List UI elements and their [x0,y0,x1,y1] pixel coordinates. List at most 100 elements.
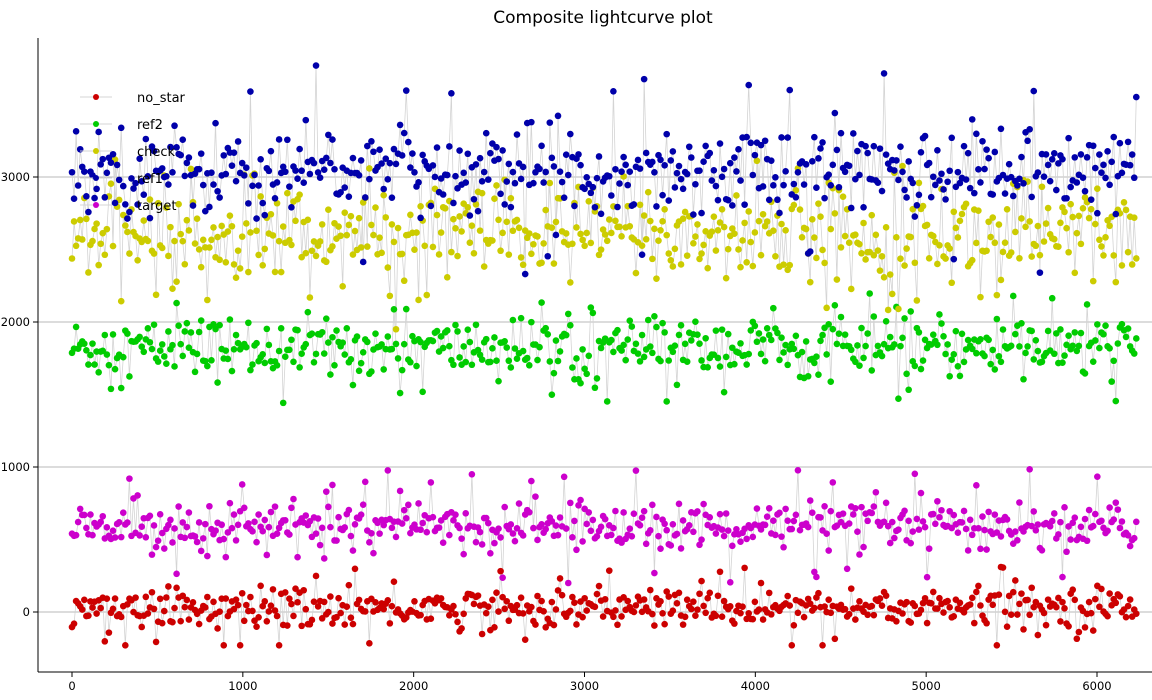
data-point-check [1034,222,1042,230]
data-point-target [991,511,999,518]
data-point-ref2 [1057,326,1064,333]
data-point-check [195,246,203,253]
data-point-no_star [651,622,658,629]
data-point-ref1 [564,171,572,179]
data-point-check [595,251,603,259]
data-point-ref2 [585,352,593,360]
data-point-target [263,551,271,559]
data-point-target [476,528,484,536]
data-point-check [616,223,623,231]
data-point-check [158,244,166,252]
data-point-no_star [528,603,535,611]
data-point-check [173,278,180,285]
data-point-ref1 [665,197,673,204]
data-point-no_star [605,567,613,574]
data-point-no_star [460,610,467,618]
data-point-check [72,242,80,250]
data-point-ref1 [772,174,779,181]
data-point-target [950,511,958,519]
data-point-ref2 [905,386,912,394]
data-point-no_star [185,616,193,623]
data-point-no_star [308,616,316,624]
data-point-no_star [1061,605,1068,612]
data-point-check [302,249,310,257]
data-point-target [452,511,459,518]
data-point-ref1 [962,176,970,183]
data-point-no_star [132,594,139,601]
data-point-ref2 [874,342,882,350]
data-point-target [915,526,923,533]
data-point-ref1 [206,203,213,211]
data-point-check [257,193,264,200]
data-point-check [273,199,281,207]
data-point-target [286,531,293,538]
data-point-no_star [841,605,849,613]
data-point-check [915,179,923,187]
data-point-ref2 [634,350,642,357]
data-point-check [827,225,835,233]
data-point-ref1 [1026,125,1033,133]
data-point-ref1 [852,175,859,183]
data-point-target [696,541,703,549]
data-point-no_star [907,619,915,626]
data-point-ref1 [111,199,119,207]
data-point-ref1 [815,155,822,162]
data-point-target [515,500,523,507]
data-point-no_star [275,642,283,649]
data-point-ref2 [312,350,320,358]
x-tick-label: 6000 [1082,679,1111,693]
data-point-ref1 [870,142,878,150]
data-point-ref1 [778,134,785,141]
data-point-ref2 [831,302,839,309]
data-point-ref1 [940,186,947,193]
data-point-no_star [163,594,170,601]
data-point-check [716,219,724,226]
data-point-ref2 [224,355,232,363]
data-point-target [175,503,182,510]
data-point-ref2 [536,343,543,351]
data-point-no_star [220,642,228,649]
data-point-no_star [355,596,363,604]
data-point-ref1 [973,130,980,138]
data-point-no_star [864,611,871,619]
data-point-ref1 [634,156,642,164]
data-point-ref1 [897,143,904,150]
data-point-no_star [726,603,734,610]
data-point-check [690,239,697,247]
data-point-check [1075,212,1083,220]
data-point-target [612,507,619,515]
data-point-ref2 [419,388,426,396]
data-point-target [380,521,388,529]
data-point-ref1 [536,165,543,173]
data-point-check [925,254,933,262]
data-point-ref1 [480,168,488,176]
data-point-check [392,325,400,333]
data-point-ref2 [1091,337,1099,344]
data-point-ref1 [230,149,238,156]
data-point-no_star [148,588,156,596]
data-point-target [761,521,769,529]
data-point-ref2 [882,317,890,325]
data-point-ref1 [780,181,787,189]
data-point-target [716,510,724,518]
data-point-ref2 [687,337,695,344]
data-point-ref1 [1053,186,1060,194]
data-point-ref1 [960,142,968,150]
data-point-target [1026,466,1033,473]
data-point-target [1038,547,1046,554]
data-point-target [610,524,617,532]
y-tick-label: 0 [23,605,30,619]
data-point-ref2 [243,343,250,351]
data-point-check [491,195,498,202]
data-point-ref1 [355,171,363,179]
data-point-check [429,243,437,251]
data-point-ref2 [472,321,480,329]
data-point-ref1 [1042,151,1050,158]
data-point-check [636,201,644,209]
data-point-target [534,536,541,544]
data-point-check [222,258,230,266]
data-point-ref1 [847,204,855,212]
data-point-target [333,537,340,544]
data-point-ref2 [811,359,818,367]
data-point-check [269,232,277,239]
